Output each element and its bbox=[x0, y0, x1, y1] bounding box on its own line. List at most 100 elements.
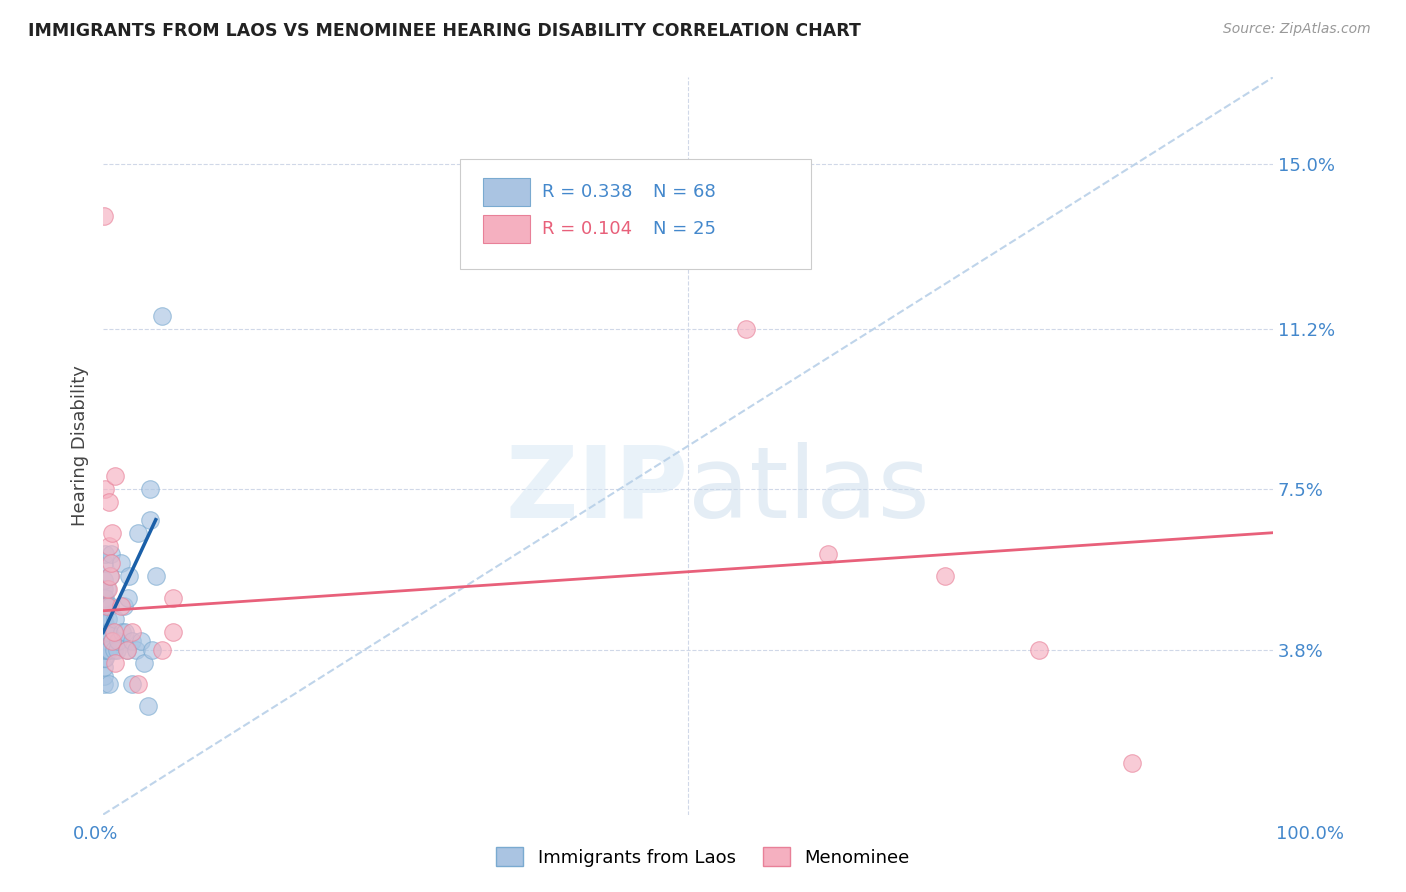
Point bbox=[96, 634, 118, 648]
Point bbox=[93, 634, 115, 648]
Point bbox=[94, 634, 117, 648]
Point bbox=[817, 548, 839, 562]
Point bbox=[91, 625, 114, 640]
Point bbox=[91, 582, 114, 596]
Point bbox=[91, 642, 114, 657]
Point bbox=[98, 495, 121, 509]
Bar bbox=[484, 178, 530, 206]
Point bbox=[97, 612, 120, 626]
Point bbox=[98, 569, 121, 583]
Point bbox=[98, 677, 121, 691]
Bar bbox=[484, 215, 530, 244]
Point bbox=[93, 651, 115, 665]
Point bbox=[127, 525, 149, 540]
Text: 100.0%: 100.0% bbox=[1277, 825, 1344, 843]
Point bbox=[100, 556, 122, 570]
Point bbox=[93, 660, 115, 674]
Point bbox=[150, 309, 173, 323]
Point bbox=[94, 625, 117, 640]
Point bbox=[96, 625, 118, 640]
Point bbox=[94, 599, 117, 614]
Point bbox=[93, 642, 115, 657]
Point bbox=[98, 539, 121, 553]
Point bbox=[94, 642, 117, 657]
Point bbox=[97, 642, 120, 657]
Point bbox=[132, 656, 155, 670]
Point bbox=[93, 669, 115, 683]
Text: N = 68: N = 68 bbox=[652, 184, 716, 202]
Point bbox=[121, 625, 143, 640]
Point bbox=[127, 677, 149, 691]
Point bbox=[117, 591, 139, 605]
Point bbox=[125, 642, 148, 657]
Text: N = 25: N = 25 bbox=[652, 220, 716, 238]
Point bbox=[104, 612, 127, 626]
Point bbox=[121, 677, 143, 691]
Text: R = 0.338: R = 0.338 bbox=[541, 184, 633, 202]
Point bbox=[1028, 642, 1050, 657]
Point bbox=[96, 582, 118, 596]
Point bbox=[136, 699, 159, 714]
Point bbox=[94, 651, 117, 665]
Point bbox=[114, 625, 136, 640]
Point bbox=[101, 634, 124, 648]
Point bbox=[91, 608, 114, 623]
Point bbox=[162, 591, 184, 605]
Text: IMMIGRANTS FROM LAOS VS MENOMINEE HEARING DISABILITY CORRELATION CHART: IMMIGRANTS FROM LAOS VS MENOMINEE HEARIN… bbox=[28, 22, 860, 40]
Point bbox=[110, 599, 132, 614]
Point bbox=[103, 625, 125, 640]
Point bbox=[96, 642, 118, 657]
Point bbox=[93, 608, 115, 623]
Point bbox=[111, 625, 134, 640]
FancyBboxPatch shape bbox=[460, 159, 811, 269]
Point bbox=[93, 574, 115, 588]
Text: Source: ZipAtlas.com: Source: ZipAtlas.com bbox=[1223, 22, 1371, 37]
Point bbox=[118, 569, 141, 583]
Point bbox=[103, 642, 125, 657]
Point bbox=[91, 599, 114, 614]
Point bbox=[98, 569, 121, 583]
Legend: Immigrants from Laos, Menominee: Immigrants from Laos, Menominee bbox=[489, 840, 917, 874]
Point bbox=[129, 634, 152, 648]
Point bbox=[91, 591, 114, 605]
Point bbox=[93, 616, 115, 631]
Point bbox=[100, 548, 122, 562]
Point bbox=[105, 642, 128, 657]
Point bbox=[1121, 756, 1143, 770]
Point bbox=[91, 616, 114, 631]
Point bbox=[93, 677, 115, 691]
Point bbox=[93, 599, 115, 614]
Point bbox=[101, 525, 124, 540]
Point bbox=[121, 634, 143, 648]
Point bbox=[107, 634, 129, 648]
Text: atlas: atlas bbox=[688, 442, 929, 539]
Text: 0.0%: 0.0% bbox=[73, 825, 118, 843]
Point bbox=[93, 591, 115, 605]
Point bbox=[98, 625, 121, 640]
Point bbox=[141, 642, 163, 657]
Point bbox=[104, 469, 127, 483]
Point bbox=[97, 625, 120, 640]
Point bbox=[98, 599, 121, 614]
Point bbox=[94, 591, 117, 605]
Point bbox=[94, 483, 117, 497]
Point bbox=[93, 556, 115, 570]
Point bbox=[93, 209, 115, 223]
Point bbox=[96, 599, 118, 614]
Point bbox=[94, 548, 117, 562]
Point bbox=[735, 322, 758, 336]
Text: R = 0.104: R = 0.104 bbox=[541, 220, 631, 238]
Point bbox=[139, 513, 162, 527]
Point bbox=[150, 642, 173, 657]
Point bbox=[97, 582, 120, 596]
Point bbox=[104, 656, 127, 670]
Point bbox=[110, 556, 132, 570]
Point bbox=[93, 625, 115, 640]
Point bbox=[934, 569, 956, 583]
Point bbox=[96, 599, 118, 614]
Point bbox=[94, 616, 117, 631]
Text: ZIP: ZIP bbox=[505, 442, 688, 539]
Point bbox=[101, 634, 124, 648]
Point bbox=[91, 634, 114, 648]
Point bbox=[98, 642, 121, 657]
